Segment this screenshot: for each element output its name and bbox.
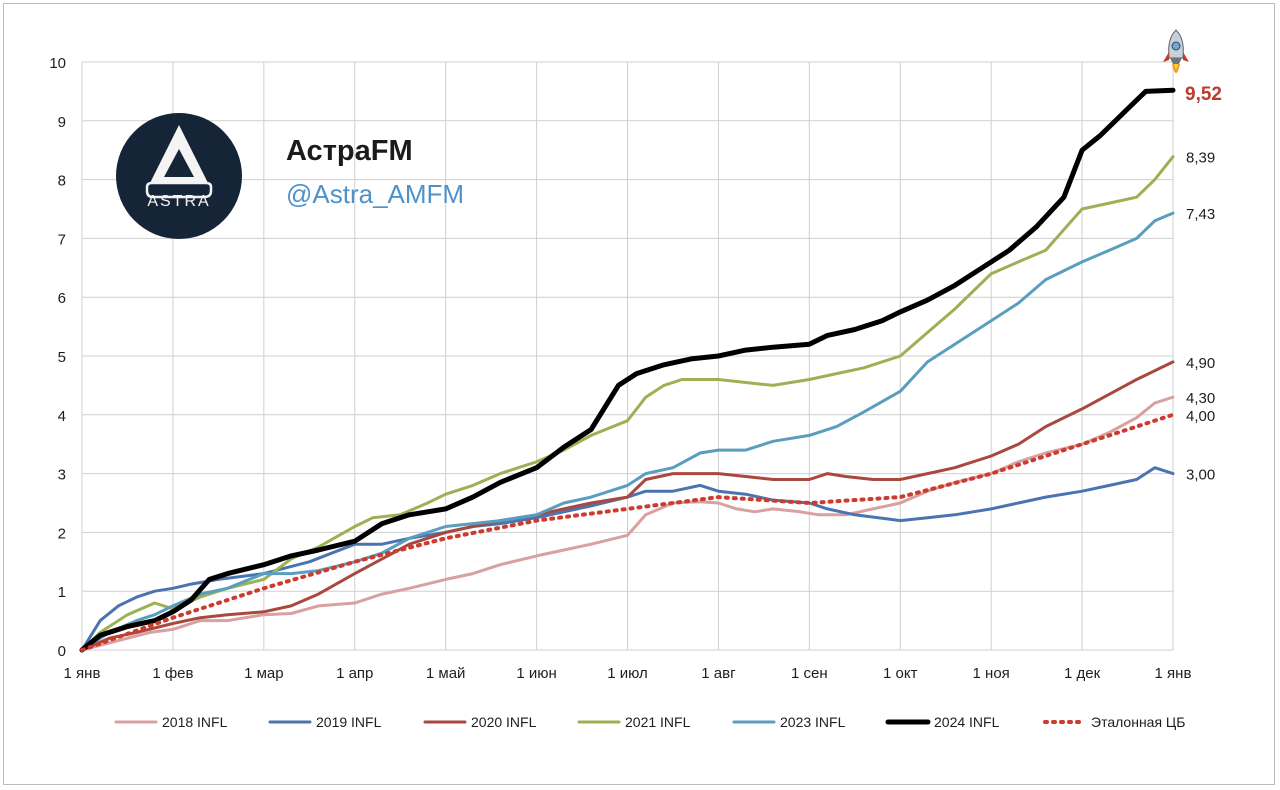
y-tick-label: 6	[58, 290, 66, 307]
y-tick-label: 10	[49, 55, 66, 72]
x-tick-label: 1 июл	[607, 665, 648, 682]
x-tick-label: 1 фев	[152, 665, 193, 682]
x-axis-ticks: 1 янв 1 фев 1 мар 1 апр 1 май 1 июн 1 июл 1 авг…	[64, 665, 1192, 682]
legend-label: 2020 INFL	[471, 714, 537, 730]
legend-label: 2023 INFL	[780, 714, 846, 730]
channel-name: АстраFM	[286, 135, 413, 167]
legend-label: 2019 INFL	[316, 714, 382, 730]
y-tick-label: 1	[58, 584, 66, 601]
x-tick-label: 1 апр	[336, 665, 373, 682]
astra-logo: ASTRA	[116, 113, 242, 239]
rocket-icon	[1163, 29, 1189, 73]
y-tick-label: 5	[58, 349, 66, 366]
chart-frame	[3, 3, 1275, 785]
legend-label: Эталонная ЦБ	[1091, 714, 1185, 730]
legend-label: 2021 INFL	[625, 714, 691, 730]
y-tick-label: 7	[58, 231, 66, 248]
y-tick-label: 3	[58, 467, 66, 484]
x-tick-label: 1 ноя	[973, 665, 1010, 682]
y-tick-label: 8	[58, 173, 66, 190]
legend-label: 2024 INFL	[934, 714, 1000, 730]
x-tick-label: 1 янв	[64, 665, 101, 682]
x-tick-label: 1 янв	[1155, 665, 1192, 682]
end-value-label: 7,43	[1186, 206, 1215, 223]
end-value-label: 4,00	[1186, 408, 1215, 425]
series-line-2020-infl	[80, 360, 1175, 652]
y-tick-label: 9	[58, 114, 66, 131]
end-value-label: 4,30	[1186, 390, 1215, 407]
end-value-label: 8,39	[1186, 150, 1215, 167]
astra-logo-icon: ASTRA	[145, 125, 213, 210]
x-tick-label: 1 окт	[883, 665, 918, 682]
end-value-label: 4,90	[1186, 355, 1215, 372]
end-value-labels: 4,30 3,00 4,90 8,39 7,43 9,52 4,00	[1185, 84, 1222, 483]
series-line-эталонная-цб	[80, 412, 1175, 652]
x-tick-label: 1 сен	[791, 665, 828, 682]
y-axis-ticks: 0 1 2 3 4 5 6 7 8 9 10	[49, 55, 66, 660]
series-line-2023-infl	[80, 211, 1175, 652]
x-tick-label: 1 июн	[516, 665, 556, 682]
x-tick-label: 1 май	[426, 665, 466, 682]
end-value-label: 3,00	[1186, 467, 1215, 484]
series-line-2024-infl	[79, 87, 1176, 653]
brand-block: ASTRA АстраFM @Astra_AMFM	[116, 113, 496, 243]
y-tick-label: 0	[58, 643, 66, 660]
legend-label: 2018 INFL	[162, 714, 228, 730]
end-value-label: 9,52	[1185, 84, 1222, 105]
channel-handle[interactable]: @Astra_AMFM	[286, 179, 465, 209]
y-tick-label: 4	[58, 408, 66, 425]
x-tick-label: 1 мар	[244, 665, 284, 682]
x-tick-label: 1 авг	[701, 665, 736, 682]
y-tick-label: 2	[58, 525, 66, 542]
x-tick-label: 1 дек	[1064, 665, 1101, 682]
legend: 2018 INFL 2019 INFL 2020 INFL 2021 INFL 2023…	[114, 714, 1185, 730]
series-line-2021-infl	[80, 155, 1175, 652]
series-lines	[79, 87, 1176, 653]
logo-text: ASTRA	[147, 193, 210, 210]
